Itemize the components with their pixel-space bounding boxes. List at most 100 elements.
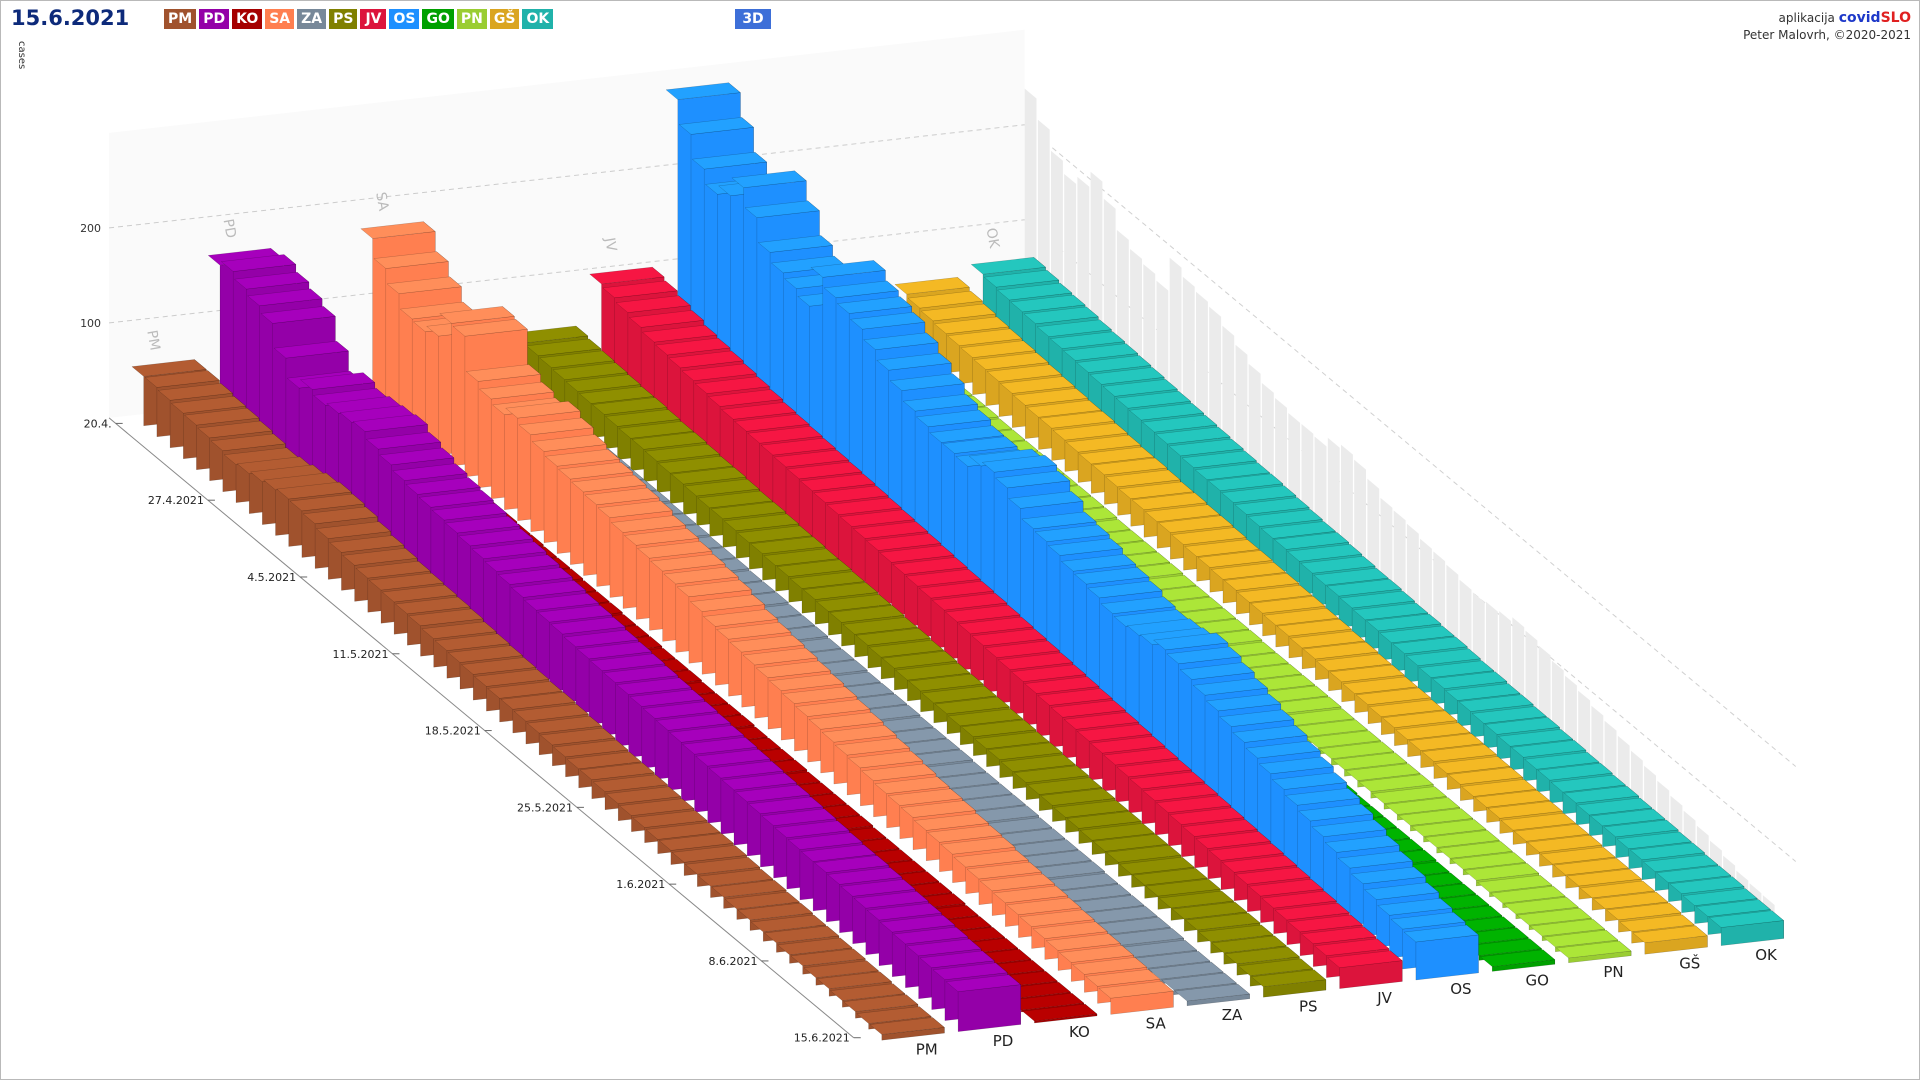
bar-face: [915, 409, 992, 428]
bar-face: [654, 337, 731, 356]
bar-face: [1013, 765, 1090, 783]
date-label-2: 4.5.2021: [247, 571, 296, 584]
bar-face: [1302, 641, 1379, 660]
legend-chip-za[interactable]: ZA: [297, 9, 327, 29]
bar-pm-56[interactable]: [869, 1016, 946, 1041]
bar-face: [1132, 867, 1208, 886]
bar-face: [1271, 772, 1348, 790]
bar-face: [1381, 710, 1458, 728]
legend-chip-pd[interactable]: PD: [199, 9, 230, 29]
series-label-sa: SA: [1146, 1015, 1167, 1033]
bar-face: [908, 673, 984, 692]
legend-chip-go[interactable]: GO: [422, 9, 454, 29]
bar-face: [960, 719, 1037, 738]
bar-face: [591, 397, 668, 415]
bar-face: [999, 376, 1076, 394]
bar-face: [931, 592, 1008, 611]
bar-sa-56[interactable]: [1098, 980, 1174, 1015]
bar-ps-56[interactable]: [1250, 969, 1327, 998]
bar-face: [878, 545, 955, 563]
report-date: 15.6.2021: [11, 6, 130, 30]
bar-face: [1537, 762, 1613, 781]
bar-face: [681, 737, 758, 755]
bar-face: [1355, 687, 1432, 706]
bar-face: [1405, 648, 1482, 666]
bar-face: [1365, 613, 1442, 632]
brand-covid[interactable]: covid: [1838, 10, 1881, 26]
bar-face: [579, 762, 656, 781]
bar-face: [157, 383, 234, 401]
bar-face: [763, 548, 839, 566]
bar-face: [1195, 831, 1272, 849]
bar-face: [1287, 914, 1364, 933]
legend-chip-ps[interactable]: PS: [329, 9, 358, 29]
legend-chip-ok[interactable]: OK: [522, 9, 554, 29]
bar-face: [1036, 319, 1113, 337]
bar-face: [932, 962, 1009, 980]
brand-slo[interactable]: SLO: [1880, 10, 1911, 26]
bar-ok-56[interactable]: [1708, 910, 1785, 946]
bar-face: [826, 867, 903, 885]
bar-ko-56[interactable]: [1021, 1003, 1098, 1024]
bar-face: [920, 303, 997, 322]
bar-face: [1286, 544, 1363, 562]
bar-face: [500, 692, 576, 710]
view-3d-toggle[interactable]: 3D: [735, 9, 771, 29]
bar-face: [1194, 462, 1271, 480]
bar-face: [934, 696, 1011, 715]
bar-gš-56[interactable]: [1632, 925, 1709, 955]
bar-face: [1062, 343, 1139, 361]
bar-go-56[interactable]: [1479, 949, 1556, 972]
bar-face: [183, 407, 260, 426]
bar-face: [1148, 961, 1224, 980]
legend-chip-gš[interactable]: GŠ: [489, 9, 520, 29]
bar-face: [628, 310, 705, 328]
legend-chip-os[interactable]: OS: [389, 9, 420, 29]
bar-face: [974, 731, 1050, 749]
legend-chip-pm[interactable]: PM: [164, 9, 197, 29]
date-label-3: 11.5.2021: [332, 648, 388, 661]
bar-face: [645, 822, 721, 840]
bar-face: [1145, 878, 1222, 897]
bar-face: [1034, 524, 1111, 542]
bar-face: [1300, 926, 1377, 945]
bar-face: [605, 786, 682, 804]
bar-jv-56[interactable]: [1327, 950, 1403, 989]
bar-face: [1421, 744, 1498, 762]
legend-chip-jv[interactable]: JV: [360, 9, 387, 29]
bar-face: [947, 708, 1024, 727]
bar-pn-56[interactable]: [1555, 940, 1632, 964]
bar-os-56[interactable]: [1403, 924, 1480, 981]
bar-face: [299, 372, 376, 390]
bar-face: [757, 235, 834, 253]
bar-face: [983, 269, 1060, 288]
bar-face: [747, 426, 823, 444]
bar-face: [1284, 788, 1361, 806]
bar-face: [852, 521, 929, 539]
bar-face: [1629, 842, 1706, 861]
bar-face: [742, 647, 819, 666]
bar-face: [1075, 355, 1152, 373]
bar-face: [1098, 981, 1174, 999]
bar-face: [1297, 803, 1374, 822]
bar-face: [1513, 824, 1590, 842]
bar-face: [747, 796, 824, 815]
bar-za-56[interactable]: [1174, 983, 1251, 1007]
bar-pd-56[interactable]: [945, 974, 1022, 1032]
bar-face: [373, 251, 450, 269]
bar-face: [1157, 515, 1234, 533]
bar-face: [1273, 532, 1350, 550]
bar-face: [1358, 774, 1435, 792]
bar-face: [1152, 632, 1229, 651]
date-label-5: 25.5.2021: [517, 801, 573, 814]
legend-chip-sa[interactable]: SA: [265, 9, 295, 29]
bar-face: [1005, 897, 1082, 916]
bar-face: [597, 500, 674, 518]
bar-face: [557, 461, 634, 480]
bar-face: [1078, 446, 1155, 465]
bar-face: [684, 857, 761, 875]
bar-face: [1052, 422, 1129, 441]
legend-chip-pn[interactable]: PN: [456, 9, 487, 29]
legend-chip-ko[interactable]: KO: [232, 9, 263, 29]
